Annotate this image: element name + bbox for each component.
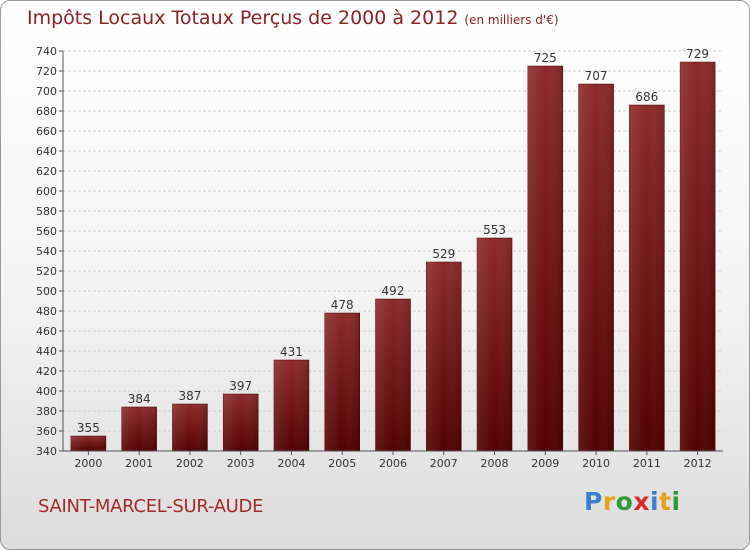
y-tick-label: 660 — [36, 125, 57, 138]
bar-shine — [273, 360, 309, 451]
bar-shine — [375, 299, 411, 451]
y-tick-label: 340 — [36, 445, 57, 458]
bar-shine — [527, 66, 563, 451]
bar-shine — [223, 394, 259, 451]
bar-shine — [578, 84, 614, 451]
logo-letter: r — [602, 487, 616, 516]
y-tick-label: 540 — [36, 245, 57, 258]
y-tick-label: 440 — [36, 345, 57, 358]
x-axis-ticks: 2000 2001 2002 2003 2004 2005 2006 2007 2008 2009… — [74, 451, 712, 470]
data-label: 707 — [585, 69, 608, 83]
y-tick-label: 580 — [36, 205, 57, 218]
logo-letter: i — [650, 487, 660, 516]
data-label: 431 — [280, 345, 303, 359]
data-label: 492 — [382, 284, 405, 298]
y-tick-label: 500 — [36, 285, 57, 298]
y-tick-label: 520 — [36, 265, 57, 278]
y-tick-label: 620 — [36, 165, 57, 178]
x-tick-label: 2007 — [430, 457, 458, 470]
data-label: 355 — [77, 421, 100, 435]
y-tick-label: 360 — [36, 425, 57, 438]
x-tick-label: 2012 — [684, 457, 712, 470]
data-label: 725 — [534, 51, 557, 65]
logo-letter: o — [615, 487, 634, 516]
logo-letter: P — [584, 487, 603, 516]
x-tick-label: 2011 — [633, 457, 661, 470]
bar-shine — [477, 238, 513, 451]
data-label: 686 — [635, 90, 658, 104]
x-tick-label: 2004 — [277, 457, 305, 470]
bars: 355 384 387 397 431 478 492 529 553 725 707 686 729 — [70, 47, 716, 452]
y-tick-label: 400 — [36, 385, 57, 398]
data-label: 553 — [483, 223, 506, 237]
x-tick-label: 2000 — [74, 457, 102, 470]
bar-shine — [172, 404, 208, 451]
y-tick-label: 600 — [36, 185, 57, 198]
y-tick-label: 700 — [36, 85, 57, 98]
bar-shine — [121, 407, 157, 451]
x-tick-label: 2009 — [531, 457, 559, 470]
y-tick-label: 380 — [36, 405, 57, 418]
x-tick-label: 2010 — [582, 457, 610, 470]
x-tick-label: 2002 — [176, 457, 204, 470]
x-tick-label: 2008 — [481, 457, 509, 470]
proxiti-logo: Proxiti — [584, 487, 681, 516]
data-label: 384 — [128, 392, 151, 406]
chart-title: Impôts Locaux Totaux Perçus de 2000 à 20… — [27, 7, 559, 29]
logo-letter: t — [659, 487, 672, 516]
bar-shine — [324, 313, 360, 451]
y-tick-label: 720 — [36, 65, 57, 78]
y-tick-label: 480 — [36, 305, 57, 318]
x-tick-label: 2005 — [328, 457, 356, 470]
x-tick-label: 2003 — [227, 457, 255, 470]
y-tick-label: 460 — [36, 325, 57, 338]
y-tick-label: 680 — [36, 105, 57, 118]
x-tick-label: 2001 — [125, 457, 153, 470]
commune-name: SAINT-MARCEL-SUR-AUDE — [38, 496, 264, 517]
y-axis-ticks: 340 360 380 400 420 440 460 480 500 520 540 560 580 6… — [36, 45, 63, 458]
bar-shine — [70, 436, 106, 451]
logo-letter: i — [671, 487, 681, 516]
y-tick-label: 640 — [36, 145, 57, 158]
y-tick-label: 420 — [36, 365, 57, 378]
data-label: 387 — [178, 389, 201, 403]
unit-label: (en milliers d'€) — [464, 13, 559, 27]
logo-letter: x — [633, 487, 650, 516]
data-label: 529 — [432, 247, 455, 261]
bar-shine — [680, 62, 716, 451]
title-text: Impôts Locaux Totaux Perçus de 2000 à 20… — [27, 7, 459, 29]
y-tick-label: 740 — [36, 45, 57, 58]
bar-shine — [629, 105, 665, 451]
data-label: 397 — [229, 379, 252, 393]
bar-shine — [426, 262, 462, 451]
data-label: 478 — [331, 298, 354, 312]
y-tick-label: 560 — [36, 225, 57, 238]
x-tick-label: 2006 — [379, 457, 407, 470]
data-label: 729 — [686, 47, 709, 61]
